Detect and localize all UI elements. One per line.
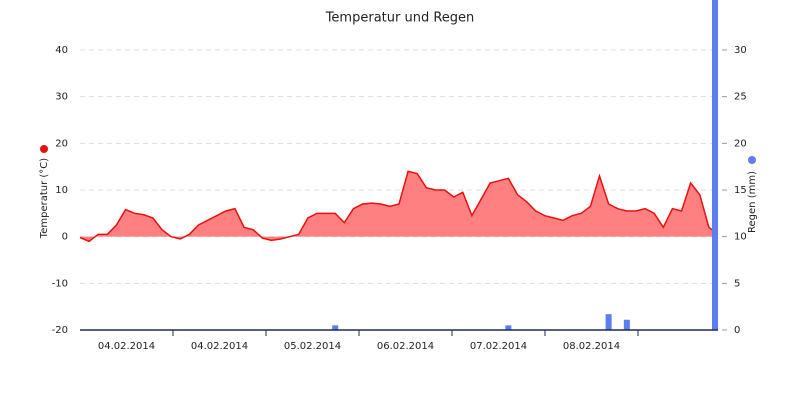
y-tick-label: 20: [55, 138, 68, 149]
y2-tick-label: 15: [734, 185, 747, 196]
y-tick-label: 10: [55, 185, 68, 196]
y-tick-label: -20: [52, 325, 68, 336]
rain-bar: [712, 0, 718, 330]
x-tick-label: 06.02.2014: [377, 341, 434, 352]
legend-marker: [748, 156, 756, 164]
rain-bar: [332, 325, 339, 330]
chart-title: Temperatur und Regen: [325, 11, 475, 26]
y2-tick-label: 10: [734, 232, 747, 243]
y2-tick-label: 0: [734, 325, 740, 336]
y-tick-label: 40: [55, 45, 68, 56]
y-tick-label: 30: [55, 92, 68, 103]
y2-tick-label: 20: [734, 138, 747, 149]
temperature-line: [79, 170, 719, 243]
y-axis-label: Temperatur (°C): [39, 158, 50, 239]
y2-tick-label: 25: [734, 92, 747, 103]
x-tick-label: 04.02.2014: [98, 341, 155, 352]
x-tick-label: 05.02.2014: [284, 341, 341, 352]
y-tick-label: -10: [52, 278, 68, 289]
x-tick-label: 08.02.2014: [563, 341, 620, 352]
legend-marker: [40, 145, 48, 153]
rain-bar: [623, 319, 630, 330]
rain-bar: [605, 314, 612, 330]
x-tick-label: 07.02.2014: [470, 341, 527, 352]
y2-tick-label: 30: [734, 45, 747, 56]
temperature-area: [80, 171, 718, 242]
y-tick-label: 0: [62, 232, 68, 243]
x-tick-label: 04.02.2014: [191, 341, 248, 352]
y2-tick-label: 5: [734, 278, 740, 289]
rain-bar: [505, 325, 512, 330]
y2-axis-label: Regen (mm): [747, 171, 758, 233]
